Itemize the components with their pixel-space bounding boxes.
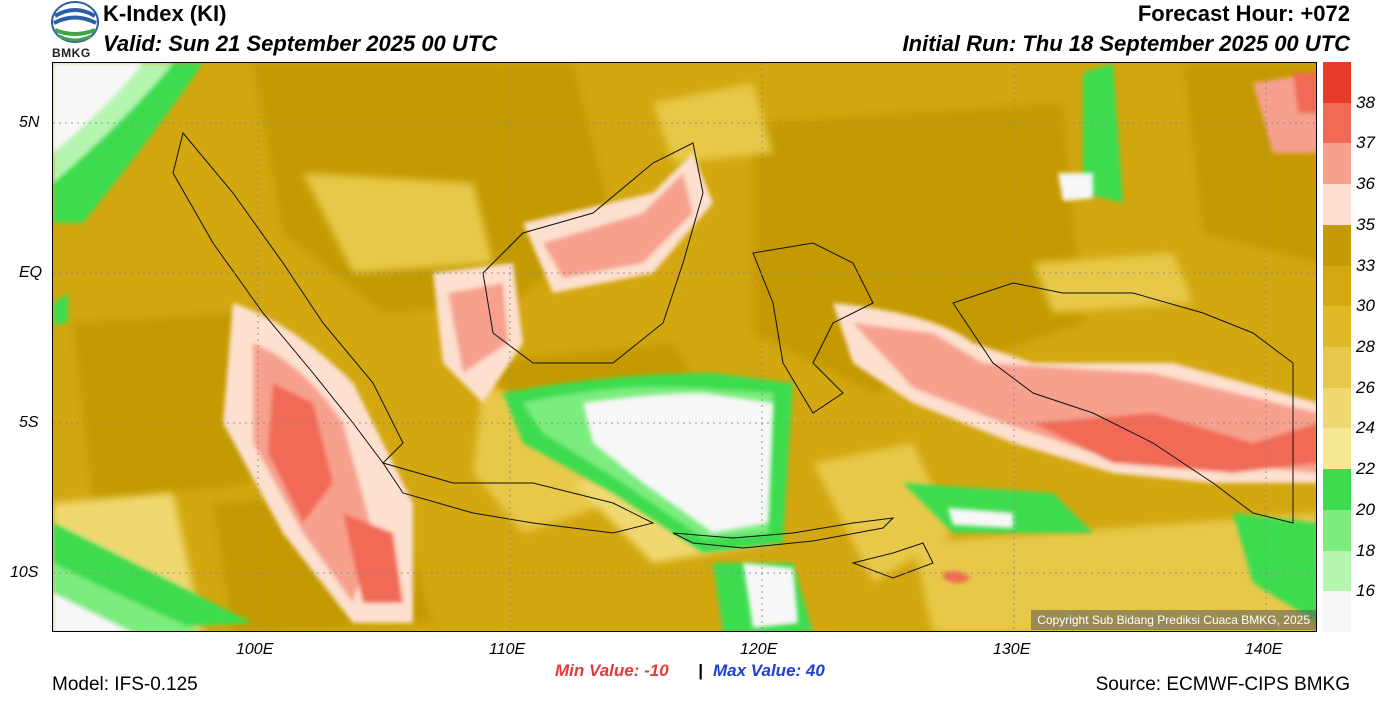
model-name: Model: IFS-0.125	[52, 674, 198, 695]
lon-label-120e: 120E	[740, 641, 778, 658]
colorbar-tick-label: 28	[1356, 337, 1375, 356]
colorbar-tick-label: 30	[1356, 296, 1375, 316]
lat-label-10s: 10S	[10, 564, 39, 581]
min-value: Min Value: -10	[555, 661, 669, 680]
colorbar-segment	[1323, 102, 1351, 144]
colorbar-tick-label: 36	[1356, 174, 1375, 194]
bmkg-logo	[50, 0, 100, 60]
lat-label-eq: EQ	[19, 264, 43, 281]
colorbar-tick-label: 38	[1356, 92, 1375, 112]
colorbar-segment	[1323, 509, 1351, 552]
colorbar-segment	[1323, 62, 1351, 104]
data-source: Source: ECMWF-CIPS BMKG	[1095, 674, 1350, 695]
logo-text: BMKG	[52, 46, 91, 60]
colorbar-segment	[1323, 184, 1351, 226]
colorbar-segment	[1323, 347, 1351, 389]
lon-label-130e: 130E	[993, 641, 1031, 658]
colorbar-segment	[1323, 224, 1351, 267]
colorbar-tick-label: 33	[1356, 255, 1375, 275]
colorbar-segment	[1323, 591, 1351, 633]
colorbar-segment	[1323, 469, 1351, 511]
lon-label-100e: 100E	[236, 641, 274, 658]
colorbar-segment	[1323, 306, 1351, 348]
copyright-notice: Copyright Sub Bidang Prediksi Cuaca BMKG…	[1031, 610, 1316, 630]
colorbar	[1323, 62, 1351, 633]
forecast-hour: Forecast Hour: +072	[1137, 1, 1350, 26]
initial-run: Initial Run: Thu 18 September 2025 00 UT…	[902, 31, 1350, 56]
colorbar-segment	[1323, 428, 1351, 470]
value-separator: |	[698, 661, 703, 680]
max-value: Max Value: 40	[713, 661, 825, 680]
colorbar-tick-label: 37	[1356, 133, 1375, 153]
colorbar-segment	[1323, 550, 1351, 592]
valid-time: Valid: Sun 21 September 2025 00 UTC	[103, 31, 498, 56]
colorbar-tick-label: 20	[1356, 499, 1375, 519]
colorbar-tick-label: 35	[1356, 214, 1375, 234]
lon-label-140e: 140E	[1245, 641, 1283, 658]
colorbar-segment	[1323, 265, 1351, 307]
colorbar-segment	[1323, 143, 1351, 185]
chart-title: K-Index (KI)	[103, 1, 227, 26]
colorbar-tick-label: 24	[1356, 418, 1375, 438]
colorbar-tick-label: 22	[1356, 459, 1375, 479]
colorbar-tick-label: 18	[1356, 540, 1375, 560]
lon-label-110e: 110E	[489, 641, 526, 658]
colorbar-segment	[1323, 387, 1351, 429]
lat-label-5n: 5N	[19, 114, 40, 131]
lat-label-5s: 5S	[19, 414, 39, 431]
k-index-map	[52, 62, 1317, 632]
colorbar-tick-label: 26	[1356, 377, 1375, 397]
colorbar-tick-label: 16	[1356, 581, 1375, 601]
